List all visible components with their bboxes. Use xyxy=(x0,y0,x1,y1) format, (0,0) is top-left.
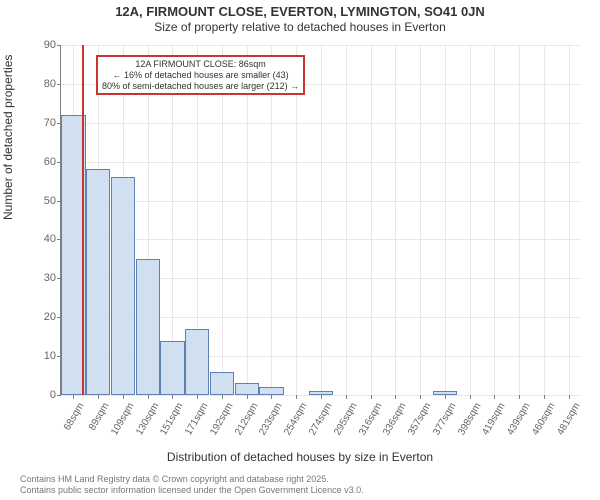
gridline-vertical xyxy=(321,45,322,395)
x-tick-mark xyxy=(519,395,520,399)
gridline-vertical xyxy=(247,45,248,395)
x-tick-mark xyxy=(73,395,74,399)
footer-attribution: Contains HM Land Registry data © Crown c… xyxy=(20,474,364,496)
plot-area: 010203040506070809068sqm89sqm109sqm130sq… xyxy=(60,45,581,396)
x-tick-label: 419sqm xyxy=(481,401,508,437)
gridline-vertical xyxy=(296,45,297,395)
x-tick-label: 192sqm xyxy=(208,401,235,437)
x-tick-label: 295sqm xyxy=(332,401,359,437)
x-tick-mark xyxy=(470,395,471,399)
x-tick-label: 212sqm xyxy=(233,401,260,437)
chart-title-line2: Size of property relative to detached ho… xyxy=(0,20,600,34)
y-tick-label: 20 xyxy=(26,311,61,323)
annotation-line3: 80% of semi-detached houses are larger (… xyxy=(102,81,299,92)
x-tick-label: 460sqm xyxy=(530,401,557,437)
x-tick-mark xyxy=(420,395,421,399)
x-tick-label: 233sqm xyxy=(258,401,285,437)
x-tick-mark xyxy=(197,395,198,399)
x-tick-mark xyxy=(172,395,173,399)
bar xyxy=(111,177,135,395)
gridline-vertical xyxy=(395,45,396,395)
y-tick-label: 30 xyxy=(26,272,61,284)
gridline-vertical xyxy=(371,45,372,395)
x-tick-label: 377sqm xyxy=(431,401,458,437)
gridline-vertical xyxy=(470,45,471,395)
chart-container: 12A, FIRMOUNT CLOSE, EVERTON, LYMINGTON,… xyxy=(0,0,600,500)
x-tick-label: 89sqm xyxy=(87,401,112,432)
y-tick-label: 10 xyxy=(26,350,61,362)
y-axis-label: Number of detached properties xyxy=(1,55,15,220)
x-tick-label: 109sqm xyxy=(109,401,136,437)
y-tick-mark xyxy=(57,45,61,46)
x-tick-mark xyxy=(445,395,446,399)
y-tick-label: 50 xyxy=(26,195,61,207)
gridline-vertical xyxy=(544,45,545,395)
gridline-vertical xyxy=(271,45,272,395)
marker-line xyxy=(82,45,84,395)
x-tick-label: 130sqm xyxy=(134,401,161,437)
x-tick-label: 68sqm xyxy=(62,401,87,432)
annotation-line1: 12A FIRMOUNT CLOSE: 86sqm xyxy=(102,59,299,70)
x-tick-mark xyxy=(222,395,223,399)
y-tick-mark xyxy=(57,395,61,396)
gridline-vertical xyxy=(519,45,520,395)
gridline-vertical xyxy=(494,45,495,395)
x-tick-mark xyxy=(271,395,272,399)
gridline-vertical xyxy=(346,45,347,395)
bar xyxy=(259,387,283,395)
bar xyxy=(309,391,333,395)
x-tick-mark xyxy=(296,395,297,399)
x-tick-mark xyxy=(346,395,347,399)
y-tick-mark xyxy=(57,84,61,85)
x-tick-mark xyxy=(321,395,322,399)
x-tick-label: 254sqm xyxy=(282,401,309,437)
y-tick-label: 0 xyxy=(26,389,61,401)
x-tick-label: 336sqm xyxy=(381,401,408,437)
x-tick-label: 274sqm xyxy=(307,401,334,437)
bar xyxy=(160,341,184,395)
x-tick-label: 439sqm xyxy=(505,401,532,437)
y-tick-label: 40 xyxy=(26,233,61,245)
bar xyxy=(86,169,110,395)
x-tick-mark xyxy=(371,395,372,399)
bar xyxy=(136,259,160,395)
x-tick-mark xyxy=(148,395,149,399)
x-axis-label: Distribution of detached houses by size … xyxy=(0,450,600,464)
gridline-vertical xyxy=(420,45,421,395)
x-tick-label: 316sqm xyxy=(357,401,384,437)
x-tick-label: 357sqm xyxy=(406,401,433,437)
gridline-vertical xyxy=(222,45,223,395)
x-tick-label: 151sqm xyxy=(159,401,186,437)
x-tick-label: 171sqm xyxy=(183,401,210,437)
x-tick-mark xyxy=(569,395,570,399)
x-tick-mark xyxy=(123,395,124,399)
footer-line2: Contains public sector information licen… xyxy=(20,485,364,496)
y-tick-label: 70 xyxy=(26,117,61,129)
gridline-vertical xyxy=(445,45,446,395)
annotation-box: 12A FIRMOUNT CLOSE: 86sqm← 16% of detach… xyxy=(96,55,305,95)
annotation-line2: ← 16% of detached houses are smaller (43… xyxy=(102,70,299,81)
y-tick-label: 80 xyxy=(26,78,61,90)
x-tick-mark xyxy=(247,395,248,399)
chart-title-line1: 12A, FIRMOUNT CLOSE, EVERTON, LYMINGTON,… xyxy=(0,4,600,19)
bar xyxy=(210,372,234,395)
bar xyxy=(433,391,457,395)
x-tick-mark xyxy=(98,395,99,399)
gridline-vertical xyxy=(569,45,570,395)
x-tick-label: 481sqm xyxy=(555,401,582,437)
y-tick-label: 60 xyxy=(26,156,61,168)
x-tick-mark xyxy=(544,395,545,399)
x-tick-label: 398sqm xyxy=(456,401,483,437)
x-tick-mark xyxy=(395,395,396,399)
bar xyxy=(185,329,209,395)
y-tick-label: 90 xyxy=(26,39,61,51)
x-tick-mark xyxy=(494,395,495,399)
footer-line1: Contains HM Land Registry data © Crown c… xyxy=(20,474,364,485)
bar xyxy=(235,383,259,395)
